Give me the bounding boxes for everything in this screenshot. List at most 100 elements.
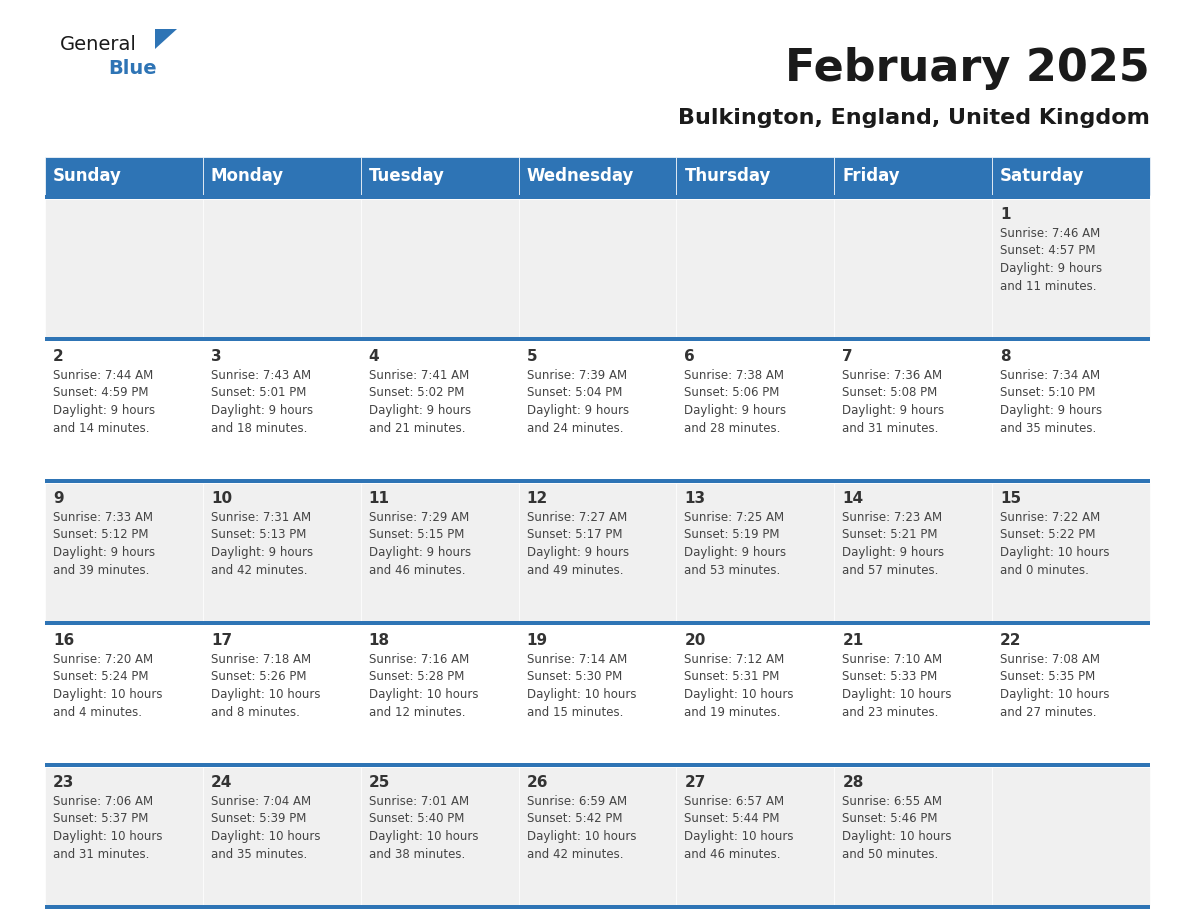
Text: 12: 12 [526,491,548,506]
Text: Sunrise: 7:25 AM
Sunset: 5:19 PM
Daylight: 9 hours
and 53 minutes.: Sunrise: 7:25 AM Sunset: 5:19 PM Dayligh… [684,511,786,577]
FancyBboxPatch shape [361,625,519,763]
Text: Sunrise: 7:23 AM
Sunset: 5:21 PM
Daylight: 9 hours
and 57 minutes.: Sunrise: 7:23 AM Sunset: 5:21 PM Dayligh… [842,511,944,577]
FancyBboxPatch shape [519,483,676,621]
Text: Monday: Monday [210,167,284,185]
FancyBboxPatch shape [45,195,1150,199]
Text: 28: 28 [842,775,864,790]
Text: Sunrise: 7:36 AM
Sunset: 5:08 PM
Daylight: 9 hours
and 31 minutes.: Sunrise: 7:36 AM Sunset: 5:08 PM Dayligh… [842,369,944,434]
Text: Sunrise: 7:29 AM
Sunset: 5:15 PM
Daylight: 9 hours
and 46 minutes.: Sunrise: 7:29 AM Sunset: 5:15 PM Dayligh… [368,511,470,577]
FancyBboxPatch shape [361,199,519,337]
Text: Sunrise: 7:04 AM
Sunset: 5:39 PM
Daylight: 10 hours
and 35 minutes.: Sunrise: 7:04 AM Sunset: 5:39 PM Dayligh… [210,795,321,860]
Text: Blue: Blue [108,60,157,79]
Text: Sunrise: 7:22 AM
Sunset: 5:22 PM
Daylight: 10 hours
and 0 minutes.: Sunrise: 7:22 AM Sunset: 5:22 PM Dayligh… [1000,511,1110,577]
Text: Sunrise: 7:01 AM
Sunset: 5:40 PM
Daylight: 10 hours
and 38 minutes.: Sunrise: 7:01 AM Sunset: 5:40 PM Dayligh… [368,795,479,860]
Text: Sunrise: 7:06 AM
Sunset: 5:37 PM
Daylight: 10 hours
and 31 minutes.: Sunrise: 7:06 AM Sunset: 5:37 PM Dayligh… [53,795,163,860]
FancyBboxPatch shape [203,625,361,763]
Text: Bulkington, England, United Kingdom: Bulkington, England, United Kingdom [678,108,1150,128]
Text: Sunrise: 7:14 AM
Sunset: 5:30 PM
Daylight: 10 hours
and 15 minutes.: Sunrise: 7:14 AM Sunset: 5:30 PM Dayligh… [526,653,636,719]
Text: 23: 23 [53,775,75,790]
FancyBboxPatch shape [45,483,203,621]
Text: 15: 15 [1000,491,1022,506]
FancyBboxPatch shape [45,625,203,763]
Text: Sunrise: 7:18 AM
Sunset: 5:26 PM
Daylight: 10 hours
and 8 minutes.: Sunrise: 7:18 AM Sunset: 5:26 PM Dayligh… [210,653,321,719]
Text: 3: 3 [210,349,221,364]
Text: Sunrise: 7:41 AM
Sunset: 5:02 PM
Daylight: 9 hours
and 21 minutes.: Sunrise: 7:41 AM Sunset: 5:02 PM Dayligh… [368,369,470,434]
FancyBboxPatch shape [203,341,361,479]
FancyBboxPatch shape [45,157,203,195]
FancyBboxPatch shape [992,341,1150,479]
Text: Sunrise: 7:08 AM
Sunset: 5:35 PM
Daylight: 10 hours
and 27 minutes.: Sunrise: 7:08 AM Sunset: 5:35 PM Dayligh… [1000,653,1110,719]
Text: 27: 27 [684,775,706,790]
Text: Tuesday: Tuesday [368,167,444,185]
Text: Sunrise: 7:31 AM
Sunset: 5:13 PM
Daylight: 9 hours
and 42 minutes.: Sunrise: 7:31 AM Sunset: 5:13 PM Dayligh… [210,511,312,577]
Text: Sunrise: 6:59 AM
Sunset: 5:42 PM
Daylight: 10 hours
and 42 minutes.: Sunrise: 6:59 AM Sunset: 5:42 PM Dayligh… [526,795,636,860]
Text: Sunrise: 7:20 AM
Sunset: 5:24 PM
Daylight: 10 hours
and 4 minutes.: Sunrise: 7:20 AM Sunset: 5:24 PM Dayligh… [53,653,163,719]
FancyBboxPatch shape [834,199,992,337]
Text: Wednesday: Wednesday [526,167,634,185]
Polygon shape [154,29,177,49]
FancyBboxPatch shape [992,483,1150,621]
Text: Sunrise: 7:33 AM
Sunset: 5:12 PM
Daylight: 9 hours
and 39 minutes.: Sunrise: 7:33 AM Sunset: 5:12 PM Dayligh… [53,511,156,577]
FancyBboxPatch shape [45,767,203,905]
FancyBboxPatch shape [203,483,361,621]
Text: 21: 21 [842,633,864,648]
Text: 8: 8 [1000,349,1011,364]
Text: 10: 10 [210,491,232,506]
Text: Sunrise: 7:16 AM
Sunset: 5:28 PM
Daylight: 10 hours
and 12 minutes.: Sunrise: 7:16 AM Sunset: 5:28 PM Dayligh… [368,653,479,719]
Text: Sunrise: 6:57 AM
Sunset: 5:44 PM
Daylight: 10 hours
and 46 minutes.: Sunrise: 6:57 AM Sunset: 5:44 PM Dayligh… [684,795,794,860]
Text: Thursday: Thursday [684,167,771,185]
FancyBboxPatch shape [519,341,676,479]
FancyBboxPatch shape [834,625,992,763]
Text: 18: 18 [368,633,390,648]
Text: Sunrise: 7:38 AM
Sunset: 5:06 PM
Daylight: 9 hours
and 28 minutes.: Sunrise: 7:38 AM Sunset: 5:06 PM Dayligh… [684,369,786,434]
FancyBboxPatch shape [45,341,203,479]
Text: February 2025: February 2025 [785,47,1150,89]
Text: 17: 17 [210,633,232,648]
Text: 6: 6 [684,349,695,364]
Text: 5: 5 [526,349,537,364]
Text: Sunrise: 7:46 AM
Sunset: 4:57 PM
Daylight: 9 hours
and 11 minutes.: Sunrise: 7:46 AM Sunset: 4:57 PM Dayligh… [1000,227,1102,293]
FancyBboxPatch shape [45,905,1150,909]
FancyBboxPatch shape [45,763,1150,767]
Text: 1: 1 [1000,207,1011,222]
FancyBboxPatch shape [361,157,519,195]
Text: 25: 25 [368,775,390,790]
Text: 2: 2 [53,349,64,364]
FancyBboxPatch shape [992,199,1150,337]
FancyBboxPatch shape [834,341,992,479]
Text: 26: 26 [526,775,548,790]
FancyBboxPatch shape [519,199,676,337]
Text: Sunrise: 6:55 AM
Sunset: 5:46 PM
Daylight: 10 hours
and 50 minutes.: Sunrise: 6:55 AM Sunset: 5:46 PM Dayligh… [842,795,952,860]
FancyBboxPatch shape [519,625,676,763]
FancyBboxPatch shape [676,625,834,763]
FancyBboxPatch shape [203,157,361,195]
Text: 7: 7 [842,349,853,364]
FancyBboxPatch shape [519,157,676,195]
Text: Sunday: Sunday [53,167,122,185]
Text: 19: 19 [526,633,548,648]
Text: Friday: Friday [842,167,901,185]
FancyBboxPatch shape [45,199,203,337]
FancyBboxPatch shape [676,157,834,195]
FancyBboxPatch shape [203,767,361,905]
FancyBboxPatch shape [676,341,834,479]
FancyBboxPatch shape [992,157,1150,195]
FancyBboxPatch shape [361,483,519,621]
Text: Sunrise: 7:34 AM
Sunset: 5:10 PM
Daylight: 9 hours
and 35 minutes.: Sunrise: 7:34 AM Sunset: 5:10 PM Dayligh… [1000,369,1102,434]
Text: 4: 4 [368,349,379,364]
Text: 16: 16 [53,633,74,648]
FancyBboxPatch shape [45,337,1150,341]
Text: Sunrise: 7:27 AM
Sunset: 5:17 PM
Daylight: 9 hours
and 49 minutes.: Sunrise: 7:27 AM Sunset: 5:17 PM Dayligh… [526,511,628,577]
Text: Sunrise: 7:39 AM
Sunset: 5:04 PM
Daylight: 9 hours
and 24 minutes.: Sunrise: 7:39 AM Sunset: 5:04 PM Dayligh… [526,369,628,434]
Text: General: General [61,36,137,54]
FancyBboxPatch shape [834,483,992,621]
Text: 14: 14 [842,491,864,506]
Text: 20: 20 [684,633,706,648]
Text: 13: 13 [684,491,706,506]
FancyBboxPatch shape [361,341,519,479]
FancyBboxPatch shape [45,621,1150,625]
FancyBboxPatch shape [361,767,519,905]
FancyBboxPatch shape [45,479,1150,483]
FancyBboxPatch shape [203,199,361,337]
FancyBboxPatch shape [676,767,834,905]
